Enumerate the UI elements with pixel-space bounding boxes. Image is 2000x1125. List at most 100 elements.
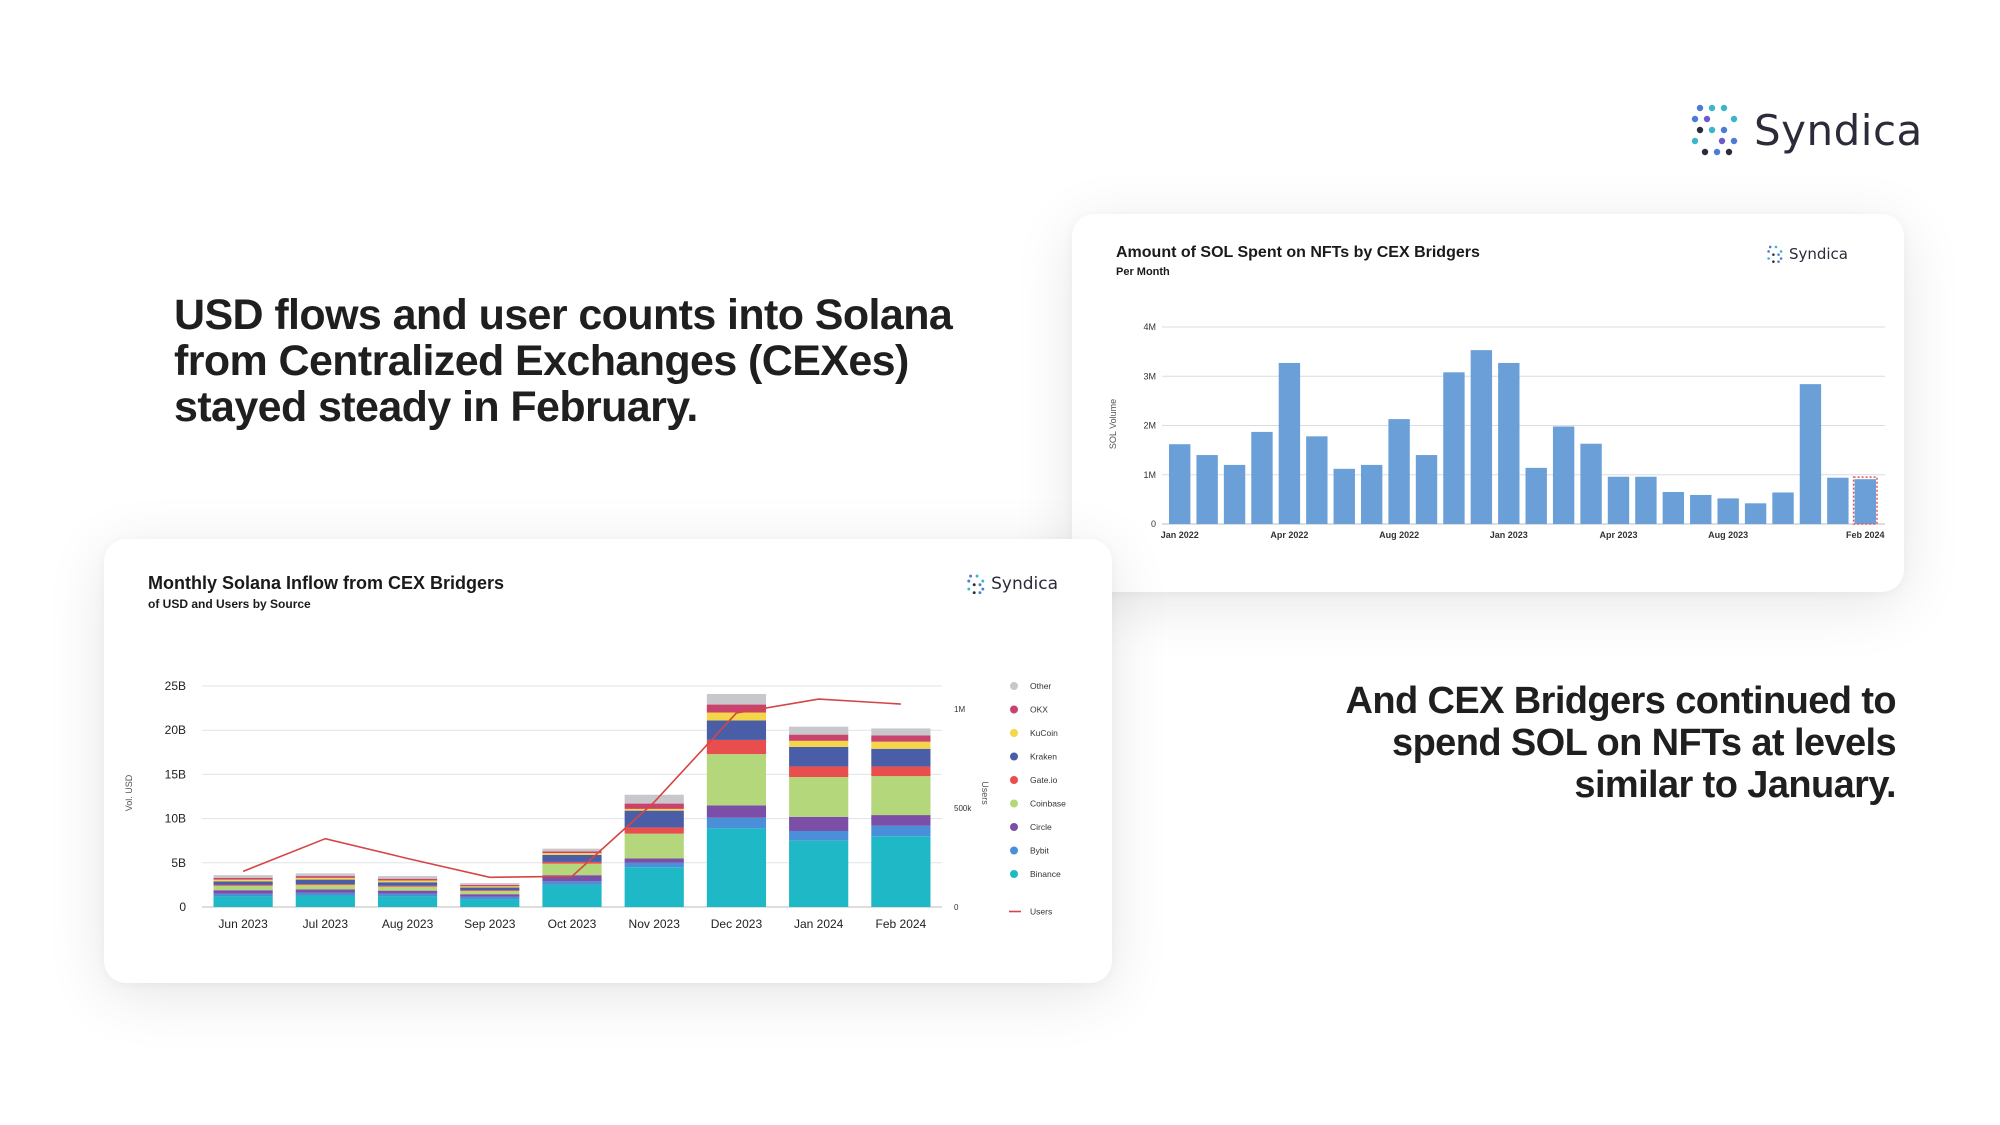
- legend-label: Binance: [1030, 869, 1061, 879]
- bar: [1772, 492, 1794, 524]
- legend-label: Coinbase: [1030, 799, 1066, 809]
- x-tick-label: Sep 2023: [464, 917, 516, 931]
- bar-segment-circle: [542, 875, 602, 882]
- bar-segment-gate-io: [871, 766, 931, 777]
- bar-segment-binance: [213, 896, 273, 907]
- bar: [1635, 476, 1657, 524]
- bar-segment-kraken: [789, 746, 849, 767]
- bar: [1799, 384, 1822, 524]
- bar-segment-binance: [542, 884, 602, 907]
- bar-segment-okx: [542, 851, 602, 854]
- y2-axis-label: Users: [980, 781, 990, 805]
- bar-segment-gate-io: [377, 885, 438, 887]
- bar-segment-circle: [213, 890, 273, 894]
- y-tick-label: 2M: [1143, 421, 1156, 431]
- cex-inflow-chart: Vol. USD Users 0 5B 10B 15B 20B 25B 0 500k 1M Jun…: [124, 679, 1066, 931]
- bar: [1169, 444, 1191, 524]
- bar-segment-kucoin: [789, 740, 849, 747]
- bar-segment-bybit: [295, 892, 355, 896]
- x-tick-label: Jan 2022: [1161, 530, 1199, 540]
- bar-segment-kucoin: [542, 853, 602, 855]
- bar-segment-circle: [871, 815, 931, 826]
- legend-swatch: [1010, 682, 1018, 690]
- bar-segment-gate-io: [706, 739, 767, 755]
- chart-title: Monthly Solana Inflow from CEX Bridgers: [148, 573, 505, 593]
- bar-segment-binance: [789, 840, 849, 907]
- bar: [1498, 362, 1520, 524]
- x-tick-label: Feb 2024: [1846, 530, 1885, 540]
- legend-label: Users: [1030, 907, 1052, 917]
- card-brand: Syndica: [1767, 244, 1848, 264]
- bar-segment-kraken: [871, 748, 931, 767]
- bar-segment-bybit: [213, 893, 273, 897]
- brand-logo: Syndica: [1690, 100, 1923, 160]
- cex-inflow-card: Monthly Solana Inflow from CEX Bridgers …: [104, 539, 1112, 983]
- bar: [1717, 498, 1739, 524]
- y-tick-label: 20B: [165, 723, 186, 737]
- chart-subtitle: of USD and Users by Source: [148, 597, 311, 611]
- y-tick-label: 5B: [171, 856, 186, 870]
- headline: USD flows and user counts into Solana fr…: [174, 291, 953, 431]
- bar-segment-okx: [871, 735, 931, 742]
- chart-subtitle: Per Month: [1116, 266, 1170, 278]
- card-brand: Syndica: [967, 573, 1058, 595]
- x-tick-label: Oct 2023: [548, 917, 597, 931]
- legend-swatch: [1010, 846, 1018, 855]
- bar-segment-gate-io: [460, 890, 520, 892]
- bar-segment-binance: [871, 836, 931, 907]
- bar-segment-coinbase: [789, 777, 849, 817]
- bar-segment-coinbase: [377, 886, 438, 891]
- bar-segment-coinbase: [295, 884, 355, 890]
- bar-segment-bybit: [706, 817, 767, 829]
- bar-segment-gate-io: [213, 884, 273, 886]
- bar-segment-gate-io: [789, 766, 849, 778]
- x-tick-label: Aug 2022: [1379, 530, 1419, 540]
- bar-segment-gate-io: [542, 861, 602, 864]
- syndica-logo-icon: [967, 574, 985, 595]
- syndica-logo-icon: [1691, 104, 1738, 156]
- bar: [1552, 426, 1575, 524]
- bar: [1854, 479, 1876, 524]
- bar-segment-kraken: [542, 854, 602, 862]
- bar-segment-circle: [460, 894, 520, 897]
- y-tick-label: 0: [179, 900, 186, 914]
- legend-swatch: [1010, 776, 1018, 784]
- y-axis-label: Vol. USD: [124, 774, 134, 811]
- bar-segment-circle: [377, 890, 438, 894]
- y-axis-label: SOL Volume: [1108, 399, 1118, 449]
- bar-segment-kucoin: [377, 880, 438, 883]
- bar: [1333, 468, 1355, 524]
- bar-segment-binance: [377, 896, 438, 907]
- x-tick-label: Feb 2024: [876, 917, 927, 931]
- bar: [1278, 362, 1301, 524]
- bar-segment-okx: [295, 876, 355, 878]
- bar-segment-kraken: [460, 887, 520, 891]
- bar-segment-okx: [460, 884, 520, 887]
- bar-segment-kraken: [624, 810, 684, 828]
- bar: [1662, 491, 1685, 524]
- legend-swatch: [1010, 705, 1018, 714]
- bar: [1580, 443, 1602, 524]
- bar-segment-kraken: [377, 882, 438, 886]
- bar-segment-circle: [295, 889, 355, 893]
- bar-segment-coinbase: [871, 776, 931, 816]
- bar-segment-other: [706, 693, 767, 705]
- bar-segment-kraken: [706, 720, 767, 740]
- bar: [1827, 477, 1849, 524]
- bar-segment-other: [377, 876, 438, 879]
- legend-label: Kraken: [1030, 752, 1057, 762]
- bar-segment-other: [871, 728, 931, 736]
- bar-segment-gate-io: [295, 884, 355, 885]
- bar-segment-circle: [706, 805, 767, 818]
- bar: [1525, 467, 1547, 524]
- bar-segment-binance: [624, 867, 684, 907]
- legend-label: KuCoin: [1030, 728, 1058, 738]
- legend-swatch: [1010, 799, 1018, 808]
- legend-swatch: [1010, 870, 1018, 878]
- x-tick-label: Aug 2023: [1708, 530, 1748, 540]
- x-tick-label: Jun 2023: [218, 917, 268, 931]
- bar-segment-binance: [460, 899, 520, 907]
- y2-tick-label: 1M: [954, 705, 965, 714]
- y-tick-label: 15B: [165, 767, 186, 781]
- bar-segment-other: [295, 873, 355, 877]
